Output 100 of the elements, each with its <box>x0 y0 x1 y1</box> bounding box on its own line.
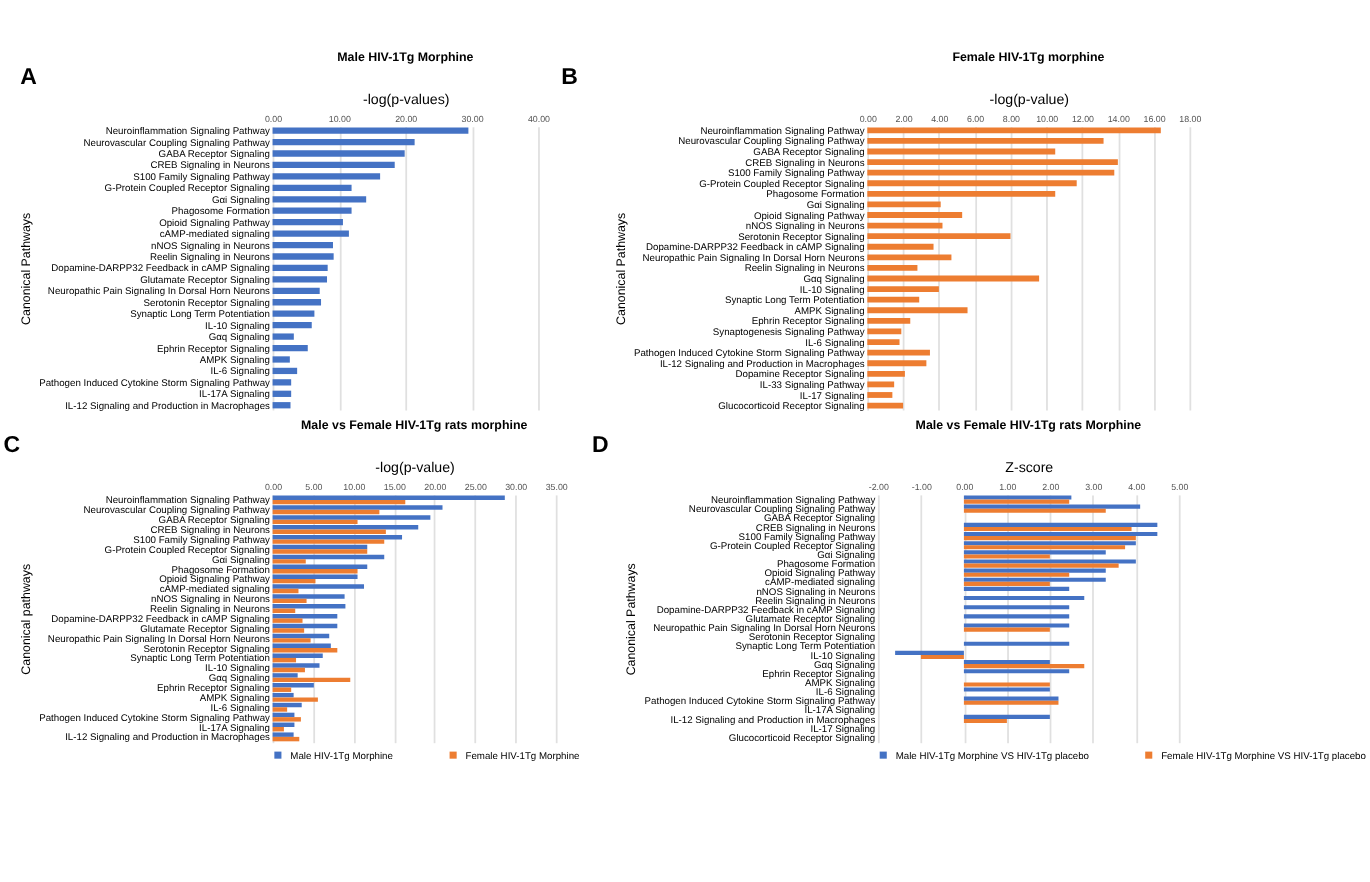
bar <box>272 322 312 329</box>
bar <box>963 623 1070 628</box>
bar <box>272 663 320 668</box>
bar <box>272 515 431 520</box>
bar <box>272 333 294 340</box>
bar <box>272 539 385 544</box>
bar <box>867 137 1104 144</box>
bar <box>272 379 292 386</box>
bar <box>963 596 1085 601</box>
bar <box>272 717 301 722</box>
bar <box>963 568 1106 573</box>
bar <box>272 276 328 283</box>
bar <box>963 718 1007 724</box>
bar <box>272 344 308 352</box>
bar <box>963 641 1070 646</box>
bar <box>867 169 1115 176</box>
bar <box>867 254 952 261</box>
bar <box>867 233 1011 240</box>
bar <box>272 638 311 643</box>
bar <box>963 660 1050 665</box>
bar <box>867 265 918 271</box>
bar <box>272 161 395 169</box>
bar <box>895 650 964 655</box>
bar <box>867 339 900 345</box>
bar <box>272 525 419 530</box>
bar <box>963 541 1136 546</box>
bar <box>867 307 968 314</box>
bar <box>272 402 291 409</box>
bar <box>272 529 386 534</box>
bar <box>963 559 1136 564</box>
bar <box>272 356 290 363</box>
bar <box>272 390 292 397</box>
bar <box>272 683 314 688</box>
bar <box>867 222 943 229</box>
bar <box>272 127 469 134</box>
bar <box>867 127 1161 134</box>
bar <box>867 286 939 293</box>
bar <box>272 367 298 375</box>
bar <box>963 563 1119 568</box>
text: D <box>592 434 609 459</box>
bar <box>963 526 1132 532</box>
bar <box>920 654 964 660</box>
bar <box>272 253 334 260</box>
bar <box>963 614 1070 619</box>
bar <box>272 207 352 214</box>
bar <box>272 173 381 180</box>
bar <box>867 349 930 356</box>
bar <box>272 138 415 146</box>
bar <box>272 697 318 702</box>
text: B <box>561 65 578 90</box>
bar <box>867 180 1077 187</box>
bar <box>963 550 1106 555</box>
bar <box>272 594 345 599</box>
bar <box>272 732 294 737</box>
bar <box>867 243 934 250</box>
bar <box>867 317 911 324</box>
bar <box>272 618 303 623</box>
text: C <box>3 434 21 459</box>
bar <box>272 584 365 589</box>
bar <box>867 381 895 388</box>
bar <box>272 196 367 203</box>
bar <box>272 534 403 540</box>
bar <box>963 572 1070 577</box>
bar <box>867 159 1118 165</box>
bar <box>963 605 1070 610</box>
bar <box>963 664 1085 669</box>
bar <box>272 604 346 609</box>
bar <box>272 495 505 500</box>
bar <box>272 184 352 191</box>
bar <box>963 531 1158 537</box>
bar <box>963 586 1070 591</box>
bar <box>272 219 343 226</box>
bar <box>963 687 1050 692</box>
bar <box>963 577 1106 582</box>
bar <box>867 190 1056 197</box>
bar <box>272 549 368 554</box>
bar <box>272 264 328 272</box>
bar <box>963 627 1050 632</box>
bar <box>272 643 331 649</box>
bar <box>963 581 1050 586</box>
bar <box>963 504 1141 509</box>
bar <box>963 554 1050 559</box>
bar <box>867 370 905 377</box>
bar <box>272 574 358 579</box>
bar <box>272 569 358 574</box>
text: A <box>20 65 37 90</box>
bar <box>272 692 294 698</box>
bar <box>963 545 1126 550</box>
bar <box>963 669 1070 674</box>
bar <box>272 707 288 712</box>
bar <box>272 299 322 306</box>
bar <box>272 241 333 249</box>
bar <box>963 682 1050 687</box>
bar <box>272 702 302 708</box>
bar <box>272 310 315 317</box>
bar <box>272 559 306 564</box>
bar <box>272 230 349 237</box>
bar <box>963 536 1136 541</box>
bar <box>272 653 323 658</box>
bar <box>272 628 305 633</box>
